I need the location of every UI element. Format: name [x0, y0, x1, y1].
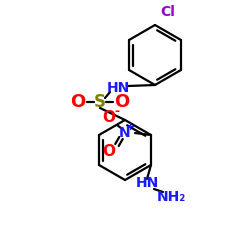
Text: O: O	[102, 144, 116, 158]
Text: O: O	[102, 110, 116, 126]
Text: HN: HN	[106, 81, 130, 95]
Text: -: -	[114, 104, 119, 118]
Text: HN: HN	[135, 176, 158, 190]
Text: +: +	[126, 122, 136, 132]
Text: O: O	[114, 93, 130, 111]
Text: O: O	[70, 93, 86, 111]
Text: N: N	[119, 126, 131, 140]
Text: S: S	[94, 93, 106, 111]
Text: NH₂: NH₂	[156, 190, 186, 204]
Text: Cl: Cl	[160, 5, 175, 19]
